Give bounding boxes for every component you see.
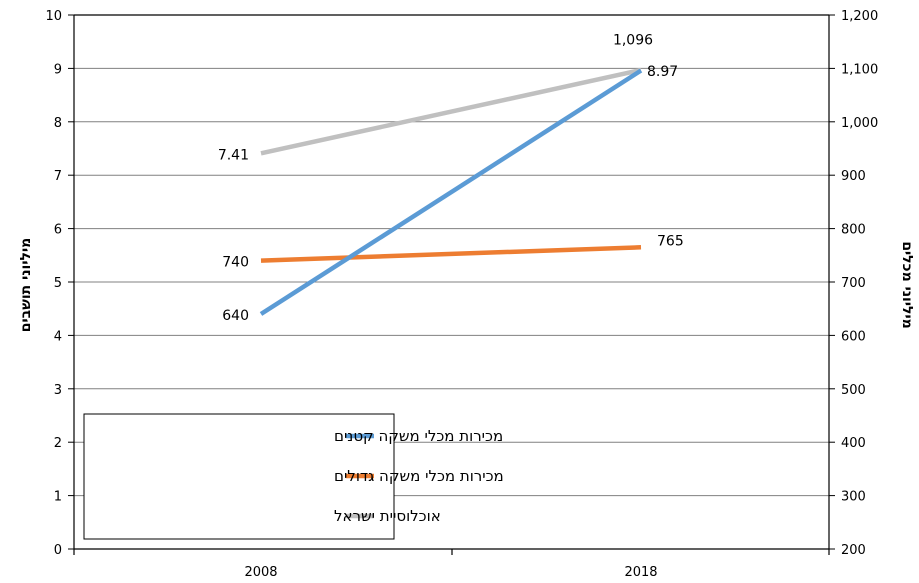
- legend-label: אוכלוסיית ישראל: [334, 507, 441, 525]
- right-tick-label: 700: [841, 276, 866, 291]
- right-tick-label: 800: [841, 223, 866, 238]
- left-tick-label: 6: [54, 223, 62, 238]
- data-label: 765: [657, 233, 684, 249]
- left-tick-label: 4: [54, 329, 62, 344]
- right-tick-label: 400: [841, 436, 866, 451]
- left-axis-ticks: 0 1 2 3 4 5 6 7 8 9 10: [45, 9, 74, 558]
- right-tick-label: 600: [841, 329, 866, 344]
- data-label: 1,096: [613, 33, 653, 49]
- right-tick-label: 1,100: [841, 62, 878, 77]
- data-label: 740: [222, 255, 249, 271]
- left-tick-label: 2: [54, 436, 62, 451]
- data-labels: 640 1,096 740 765 7.41 8.97: [218, 33, 684, 325]
- legend-label: מכירות מכלי משקה גדולים: [334, 467, 504, 485]
- legend-label: מכירות מכלי משקה קטנים: [334, 427, 503, 445]
- left-axis-label: מיליוני תושבים: [18, 238, 34, 332]
- legend-box: [83, 413, 395, 540]
- data-label: 7.41: [218, 147, 249, 163]
- x-tick-label: 2008: [244, 565, 277, 580]
- series-line: [260, 245, 642, 263]
- left-tick-label: 8: [54, 116, 62, 131]
- left-tick-label: 1: [54, 490, 62, 505]
- data-label: 640: [222, 308, 249, 324]
- right-tick-label: 900: [841, 169, 866, 184]
- legend: מכירות מכלי משקה קטנים מכירות מכלי משקה ג…: [83, 413, 504, 540]
- left-tick-label: 5: [54, 276, 62, 291]
- x-tick-label: 2018: [624, 565, 657, 580]
- right-tick-label: 200: [841, 543, 866, 558]
- right-tick-label: 300: [841, 490, 866, 505]
- right-tick-label: 500: [841, 383, 866, 398]
- left-tick-label: 10: [45, 9, 62, 24]
- series-lines: [259, 67, 643, 316]
- data-label: 8.97: [647, 64, 678, 80]
- left-tick-label: 7: [54, 169, 62, 184]
- left-tick-label: 9: [54, 62, 62, 77]
- series-line: [259, 68, 643, 316]
- left-tick-label: 0: [54, 543, 62, 558]
- left-tick-label: 3: [54, 383, 62, 398]
- series-line: [260, 67, 642, 156]
- right-tick-label: 1,000: [841, 116, 878, 131]
- x-axis-ticks: 2008 2018: [73, 549, 830, 580]
- right-axis-ticks: 200 300 400 500 600 700 800 900 1,000 1,100 1,200: [829, 9, 878, 558]
- right-tick-label: 1,200: [841, 9, 878, 24]
- right-axis-label: מיליוני מכלים: [899, 241, 915, 328]
